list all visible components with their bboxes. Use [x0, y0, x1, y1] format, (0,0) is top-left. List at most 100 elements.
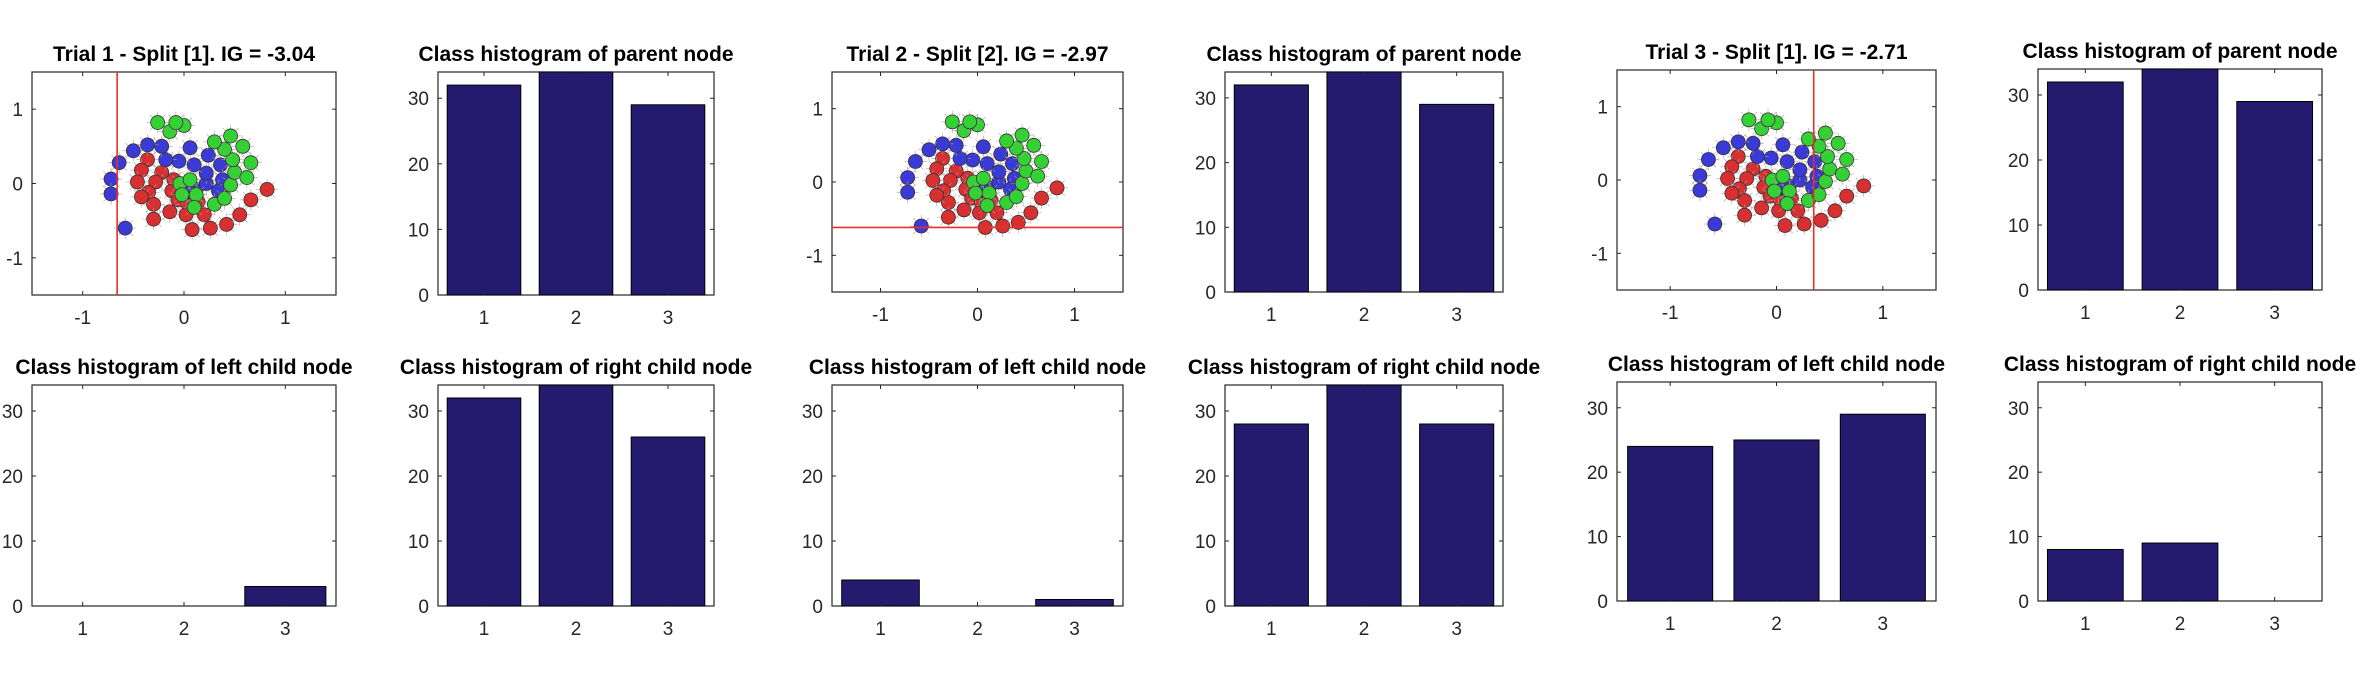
data-point — [125, 143, 141, 159]
data-point — [1801, 131, 1816, 147]
data-point — [921, 142, 937, 158]
data-point — [1827, 203, 1843, 219]
x-tick-label: 3 — [280, 619, 291, 640]
data-point — [1807, 154, 1823, 170]
bar-class-1 — [446, 84, 522, 296]
x-tick-label: 1 — [1266, 619, 1277, 640]
x-tick-label: 1 — [479, 619, 490, 640]
bar-class-1 — [841, 579, 920, 607]
panel-title: Class histogram of left child node — [809, 356, 1146, 379]
data-point — [243, 192, 259, 208]
bar-class-3 — [1419, 103, 1495, 293]
data-point — [1707, 216, 1723, 232]
y-tick-label: 30 — [2008, 399, 2029, 420]
data-point — [182, 172, 198, 188]
x-tick-label: 1 — [1878, 303, 1889, 324]
x-tick-label: 3 — [663, 308, 674, 329]
y-tick-label: 1 — [1597, 98, 1608, 119]
y-tick-label: 20 — [1587, 463, 1608, 484]
data-point — [1016, 151, 1032, 166]
data-point — [1835, 166, 1850, 182]
data-point — [941, 209, 956, 225]
data-point — [182, 140, 198, 156]
x-tick-label: 1 — [1266, 305, 1277, 326]
y-tick-label: 10 — [408, 532, 429, 553]
bar-class-1 — [1233, 423, 1309, 607]
data-point — [1856, 178, 1872, 194]
data-point — [1839, 152, 1855, 167]
x-tick-label: -1 — [1662, 303, 1679, 324]
data-point — [1720, 171, 1735, 186]
data-point — [129, 174, 145, 190]
y-tick-label: 30 — [408, 89, 429, 110]
y-tick-label: 10 — [408, 220, 429, 241]
data-point — [991, 164, 1007, 180]
data-point — [1749, 149, 1765, 164]
data-point — [198, 165, 214, 181]
x-tick-label: 2 — [2175, 303, 2186, 324]
data-point — [1760, 112, 1776, 128]
y-tick-label: 30 — [802, 402, 823, 423]
data-point — [158, 152, 174, 168]
data-point — [1830, 135, 1846, 151]
y-tick-label: -1 — [6, 249, 23, 270]
bar-class-2 — [1326, 71, 1402, 293]
data-point — [1779, 196, 1795, 211]
data-point — [900, 184, 916, 200]
panel-title: Trial 3 - Split [1]. IG = -2.71 — [1646, 41, 1908, 64]
y-tick-label: 30 — [1587, 399, 1608, 420]
y-tick-label: 0 — [12, 597, 23, 618]
bar-class-3 — [1419, 423, 1495, 607]
x-tick-label: 1 — [1665, 614, 1676, 635]
data-point — [150, 115, 166, 130]
x-tick-label: 3 — [1451, 619, 1462, 640]
data-point — [1730, 134, 1746, 150]
y-tick-label: -1 — [806, 246, 823, 267]
y-tick-label: 10 — [802, 532, 823, 553]
axes-box — [831, 384, 1124, 607]
x-tick-label: 3 — [2269, 614, 2280, 635]
y-tick-label: 10 — [2008, 528, 2029, 549]
y-tick-label: 30 — [2008, 86, 2029, 107]
y-tick-label: 0 — [1597, 171, 1608, 192]
y-tick-label: 0 — [1205, 283, 1216, 304]
data-point — [979, 198, 995, 213]
y-tick-label: 30 — [1195, 402, 1216, 423]
data-point — [944, 114, 960, 130]
data-point — [1724, 185, 1740, 201]
x-tick-label: 1 — [2080, 614, 2091, 635]
bar-class-3 — [630, 104, 706, 296]
x-tick-label: 3 — [1451, 305, 1462, 326]
bar-class-1 — [2046, 548, 2124, 602]
data-point — [1034, 154, 1049, 169]
x-tick-label: 1 — [875, 619, 886, 640]
data-point — [232, 207, 248, 223]
data-point — [975, 139, 991, 155]
x-tick-label: 2 — [571, 619, 582, 640]
y-tick-label: 20 — [802, 467, 823, 488]
series-class-3 — [146, 111, 262, 219]
x-tick-label: 2 — [1359, 305, 1370, 326]
y-tick-label: 20 — [2, 467, 23, 488]
y-tick-label: 10 — [1195, 532, 1216, 553]
y-tick-label: 0 — [418, 286, 429, 307]
series-class-1 — [1716, 145, 1875, 237]
data-point — [243, 155, 259, 171]
x-tick-label: 0 — [179, 308, 190, 329]
data-point — [223, 177, 239, 193]
data-point — [1781, 183, 1797, 199]
panel-5: Trial 3 - Split [1]. IG = -2.71 -1 0 1 -1 0 1 — [1591, 41, 1937, 324]
data-point — [935, 136, 950, 152]
bar-class-3 — [2236, 101, 2314, 291]
data-point — [1737, 207, 1752, 223]
data-point — [913, 218, 929, 234]
data-point — [1014, 127, 1030, 143]
data-point — [1030, 168, 1046, 184]
data-point — [146, 211, 162, 227]
